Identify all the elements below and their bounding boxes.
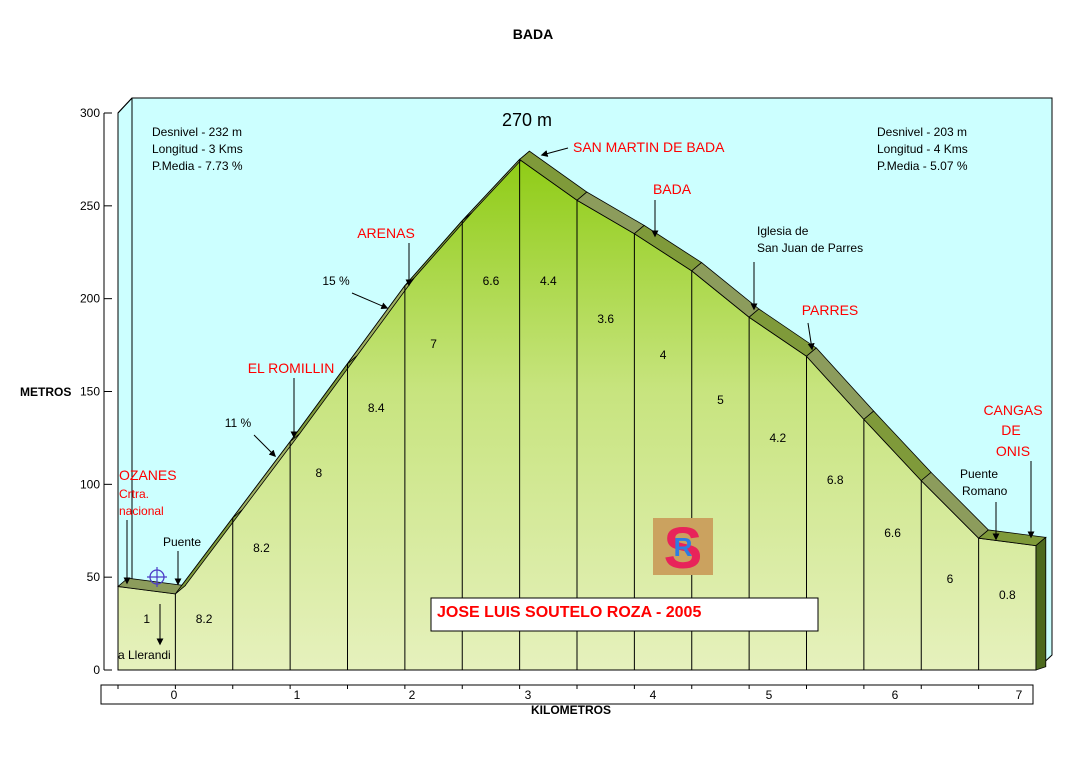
stats-left-desnivel: Desnivel - 232 m: [152, 125, 242, 139]
author-label: JOSE LUIS SOUTELO ROZA - 2005: [437, 604, 701, 621]
x-axis-label: KILOMETROS: [531, 703, 611, 717]
place-cangas-1: CANGAS: [983, 402, 1042, 418]
x-tick-label: 5: [766, 688, 773, 702]
slope-11-label: 11 %: [225, 416, 252, 430]
gradient-label: 4.2: [769, 431, 786, 445]
x-tick-label: 4: [650, 688, 657, 702]
slope-15-label: 15 %: [322, 274, 350, 288]
y-tick-label: 200: [80, 292, 100, 306]
y-tick-label: 50: [87, 570, 101, 584]
stats-right-pmedia: P.Media - 5.07 %: [877, 159, 968, 173]
x-tick-label: 0: [171, 688, 178, 702]
san-martin-arrow: [540, 147, 569, 157]
gradient-label: 6.6: [483, 274, 500, 288]
y-tick-label: 300: [80, 106, 100, 120]
place-san-martin: SAN MARTIN DE BADA: [573, 139, 725, 155]
gradient-label: 4.4: [540, 274, 557, 288]
iglesia-label-1: Iglesia de: [757, 224, 809, 238]
gradient-label: 5: [717, 393, 724, 407]
peak-altitude-label: 270 m: [502, 110, 552, 130]
y-axis-label: METROS: [20, 385, 71, 399]
gradient-label: 6.8: [827, 473, 844, 487]
gradient-label: 7: [430, 337, 437, 351]
gradient-label: 3.6: [597, 312, 614, 326]
a-llerandi-label: a Llerandi: [118, 648, 171, 662]
place-bada: BADA: [653, 181, 692, 197]
puente-romano-1: Puente: [960, 467, 998, 481]
slope-11-arrow: [253, 434, 276, 457]
gradient-label: 1: [143, 612, 150, 626]
place-cangas-2: DE: [1001, 422, 1020, 438]
place-romillin: EL ROMILLIN: [248, 360, 335, 376]
x-tick-label: 2: [409, 688, 416, 702]
gradient-label: 6.6: [884, 526, 901, 540]
gradient-label: 4: [660, 348, 667, 362]
place-cangas-3: ONIS: [996, 443, 1030, 459]
crosshair-icon: [147, 567, 167, 587]
gradient-label: 6: [947, 572, 954, 586]
ozanes-sub-1: Crtra.: [119, 487, 149, 501]
puente-label: Puente: [163, 535, 201, 549]
puente-romano-2: Romano: [962, 484, 1008, 498]
terrain-side-wall: [1035, 536, 1047, 671]
place-ozanes: OZANES: [119, 467, 177, 483]
svg-text:S: S: [664, 516, 703, 581]
gradient-label: 8.4: [368, 401, 385, 415]
iglesia-label-2: San Juan de Parres: [757, 241, 863, 255]
gradient-label: 8.2: [196, 612, 213, 626]
x-axis: 0 1 2 3 4 5 6 7: [117, 685, 1023, 702]
stats-right-longitud: Longitud - 4 Kms: [877, 142, 968, 156]
chart-title: BADA: [513, 26, 553, 42]
gradient-label: 0.8: [999, 588, 1016, 602]
stats-left-pmedia: P.Media - 7.73 %: [152, 159, 243, 173]
logo-image: S R: [653, 516, 713, 581]
place-arenas: ARENAS: [357, 225, 415, 241]
gradient-label: 8: [315, 466, 322, 480]
x-axis-box: [100, 684, 1034, 705]
y-axis: 0 50 100 150 200 250 300: [80, 106, 112, 677]
y-tick-label: 0: [93, 663, 100, 677]
stats-left-longitud: Longitud - 3 Kms: [152, 142, 243, 156]
place-parres: PARRES: [802, 302, 859, 318]
x-tick-label: 3: [525, 688, 532, 702]
gradient-label: 8.2: [253, 541, 270, 555]
slope-15-arrow: [351, 292, 389, 310]
author-box: [430, 597, 819, 632]
x-tick-label: 1: [294, 688, 301, 702]
y-tick-label: 100: [80, 477, 100, 491]
stats-right-desnivel: Desnivel - 203 m: [877, 125, 967, 139]
svg-text:R: R: [674, 532, 693, 562]
y-tick-label: 150: [80, 385, 100, 399]
x-tick-label: 6: [892, 688, 899, 702]
ozanes-sub-2: nacional: [119, 504, 164, 518]
x-tick-label: 7: [1016, 688, 1023, 702]
parres-arrow: [807, 322, 815, 351]
y-tick-label: 250: [80, 199, 100, 213]
gradient-labels: 1 8.2 8.2 8 8.4 7 6.6 4.4 3.6 4 5 4.2 6.8 6.6 6 0.8: [143, 274, 1016, 626]
